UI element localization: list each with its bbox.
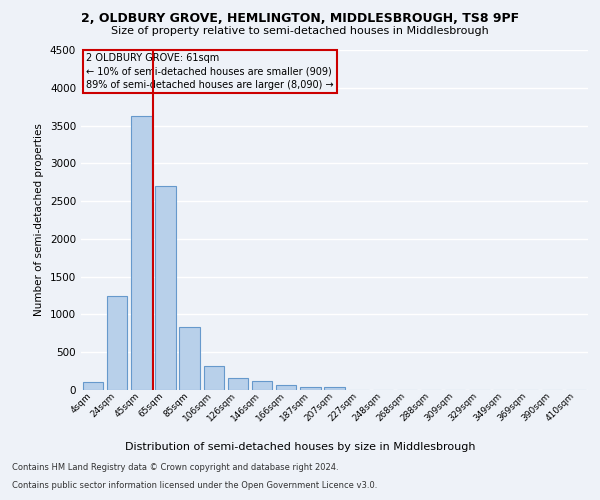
Bar <box>227 378 248 390</box>
Bar <box>83 382 103 390</box>
Text: 2, OLDBURY GROVE, HEMLINGTON, MIDDLESBROUGH, TS8 9PF: 2, OLDBURY GROVE, HEMLINGTON, MIDDLESBRO… <box>81 12 519 26</box>
Bar <box>155 186 176 390</box>
Bar <box>276 384 296 390</box>
Bar <box>107 296 127 390</box>
Text: Contains public sector information licensed under the Open Government Licence v3: Contains public sector information licen… <box>12 481 377 490</box>
Text: Distribution of semi-detached houses by size in Middlesbrough: Distribution of semi-detached houses by … <box>125 442 475 452</box>
Text: 2 OLDBURY GROVE: 61sqm
← 10% of semi-detached houses are smaller (909)
89% of se: 2 OLDBURY GROVE: 61sqm ← 10% of semi-det… <box>86 54 334 90</box>
Bar <box>300 386 320 390</box>
Bar <box>131 116 152 390</box>
Y-axis label: Number of semi-detached properties: Number of semi-detached properties <box>34 124 44 316</box>
Text: Contains HM Land Registry data © Crown copyright and database right 2024.: Contains HM Land Registry data © Crown c… <box>12 464 338 472</box>
Bar <box>324 386 345 390</box>
Text: Size of property relative to semi-detached houses in Middlesbrough: Size of property relative to semi-detach… <box>111 26 489 36</box>
Bar <box>179 326 200 390</box>
Bar <box>203 366 224 390</box>
Bar <box>252 381 272 390</box>
